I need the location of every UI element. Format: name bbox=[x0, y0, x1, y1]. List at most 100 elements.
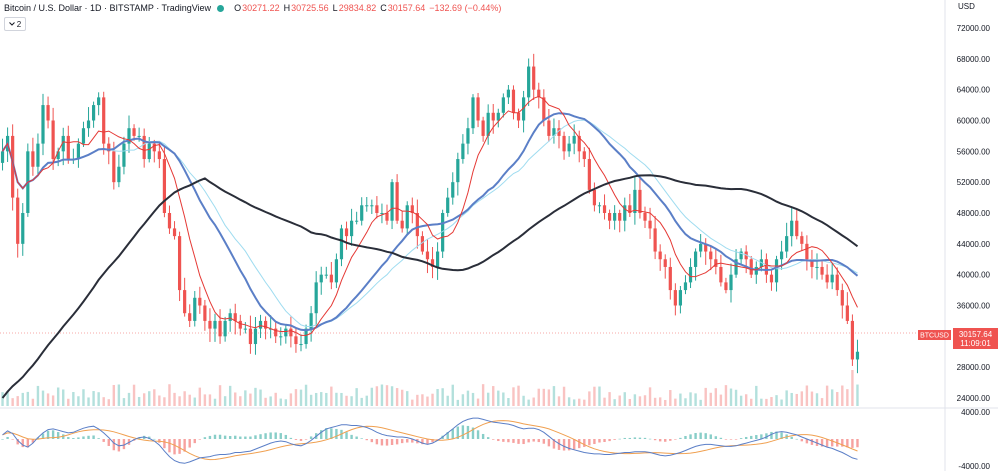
price-tick-label: 72000.00 bbox=[957, 24, 991, 33]
moving-averages bbox=[1, 95, 859, 399]
volume-bar bbox=[309, 394, 313, 406]
oscillator-axis[interactable]: 4000.00 -4000.00 bbox=[958, 408, 990, 471]
volume-bar bbox=[355, 388, 358, 406]
volume-bar bbox=[856, 384, 859, 406]
histogram-bar bbox=[669, 439, 672, 441]
price-tick-label: 56000.00 bbox=[957, 147, 991, 156]
candle-body bbox=[850, 320, 855, 360]
histogram-bar bbox=[770, 431, 773, 439]
histogram-bar bbox=[775, 431, 778, 439]
candle-body bbox=[157, 151, 161, 160]
histogram-bar bbox=[689, 434, 692, 439]
candle-body bbox=[582, 151, 586, 160]
candle-body bbox=[688, 266, 693, 283]
histogram-bar bbox=[598, 439, 601, 443]
histogram-bar bbox=[461, 425, 465, 439]
histogram-bar bbox=[557, 439, 561, 450]
candle-body bbox=[481, 120, 485, 136]
volume-bar bbox=[345, 395, 348, 406]
volume-bar bbox=[102, 397, 105, 406]
volume-bar bbox=[547, 389, 551, 406]
volume-bar bbox=[395, 388, 399, 406]
oscillator-tick-label: -4000.00 bbox=[958, 462, 990, 471]
candle-body bbox=[840, 290, 844, 306]
volume-bar bbox=[314, 392, 318, 406]
price-tick-label: 44000.00 bbox=[957, 240, 991, 249]
candle-body bbox=[390, 182, 394, 221]
candle-body bbox=[785, 236, 789, 252]
symbol-title[interactable]: Bitcoin / U.S. Dollar · 1D · BITSTAMP · … bbox=[4, 3, 212, 13]
price-tick-label: 60000.00 bbox=[957, 117, 991, 126]
histogram-bar bbox=[51, 430, 55, 439]
candle-body bbox=[638, 189, 642, 213]
volume-bar bbox=[254, 387, 257, 406]
histogram-bar bbox=[648, 438, 652, 440]
candle-body bbox=[820, 266, 824, 275]
histogram-bar bbox=[481, 433, 485, 439]
candle-body bbox=[623, 205, 627, 221]
histogram-bar bbox=[512, 439, 515, 443]
volume-bar bbox=[289, 393, 293, 406]
histogram-bar bbox=[517, 439, 520, 444]
candle-body bbox=[112, 151, 116, 183]
candle-body bbox=[714, 259, 718, 267]
histogram-bar bbox=[729, 439, 733, 440]
histogram-bar bbox=[451, 429, 454, 439]
histogram-bar bbox=[112, 439, 116, 451]
histogram-bar bbox=[228, 436, 232, 439]
candle-body bbox=[375, 205, 379, 213]
histogram-bar bbox=[780, 432, 783, 439]
volume-bar bbox=[264, 397, 267, 406]
volume-bar bbox=[249, 393, 252, 406]
volume-bar bbox=[603, 397, 606, 406]
candle-body bbox=[177, 236, 182, 291]
candle-body bbox=[729, 274, 733, 291]
histogram-bar bbox=[426, 439, 429, 445]
candle-body bbox=[466, 128, 470, 144]
histogram-bar bbox=[320, 430, 323, 439]
candle-body bbox=[486, 112, 490, 136]
indicators-toggle-button[interactable]: 2 bbox=[4, 17, 26, 31]
volume-bar bbox=[481, 384, 485, 406]
candle-body bbox=[855, 351, 860, 360]
volume-bar bbox=[552, 386, 556, 406]
histogram-bar bbox=[168, 439, 171, 453]
histogram-bar bbox=[289, 437, 293, 439]
symbol-tag-bg bbox=[918, 330, 951, 340]
volume-bar bbox=[795, 393, 798, 406]
candle-body bbox=[648, 220, 652, 229]
volume-bar bbox=[350, 396, 353, 406]
candle-body bbox=[314, 282, 318, 314]
histogram-bar bbox=[153, 438, 156, 440]
candle-body bbox=[36, 143, 40, 167]
candle-body bbox=[739, 251, 743, 260]
candle-body bbox=[208, 320, 212, 329]
histogram-bar bbox=[385, 439, 389, 446]
volume-bar bbox=[228, 385, 232, 406]
candle-body bbox=[835, 274, 839, 291]
volume-bar bbox=[213, 398, 217, 406]
volume-bar bbox=[598, 386, 601, 406]
histogram-bar bbox=[714, 436, 718, 439]
volume-bar bbox=[527, 399, 530, 406]
open-label: O bbox=[234, 3, 242, 13]
histogram-bar bbox=[82, 436, 85, 439]
volume-bar bbox=[36, 385, 40, 406]
candle-body bbox=[451, 182, 455, 198]
volume-bar bbox=[208, 394, 212, 406]
close-label: C bbox=[380, 3, 387, 13]
histogram-bar bbox=[790, 436, 793, 439]
candle-body bbox=[653, 228, 657, 252]
candle-body bbox=[845, 305, 849, 321]
volume-bar bbox=[613, 399, 616, 406]
price-tick-label: 28000.00 bbox=[957, 363, 991, 372]
histogram-bar bbox=[421, 439, 424, 445]
candle-body bbox=[597, 205, 602, 207]
volume-bar bbox=[699, 399, 702, 406]
histogram-bar bbox=[674, 439, 677, 440]
candle-body bbox=[764, 259, 769, 275]
candle-body bbox=[815, 266, 819, 268]
histogram-bar bbox=[345, 432, 348, 439]
